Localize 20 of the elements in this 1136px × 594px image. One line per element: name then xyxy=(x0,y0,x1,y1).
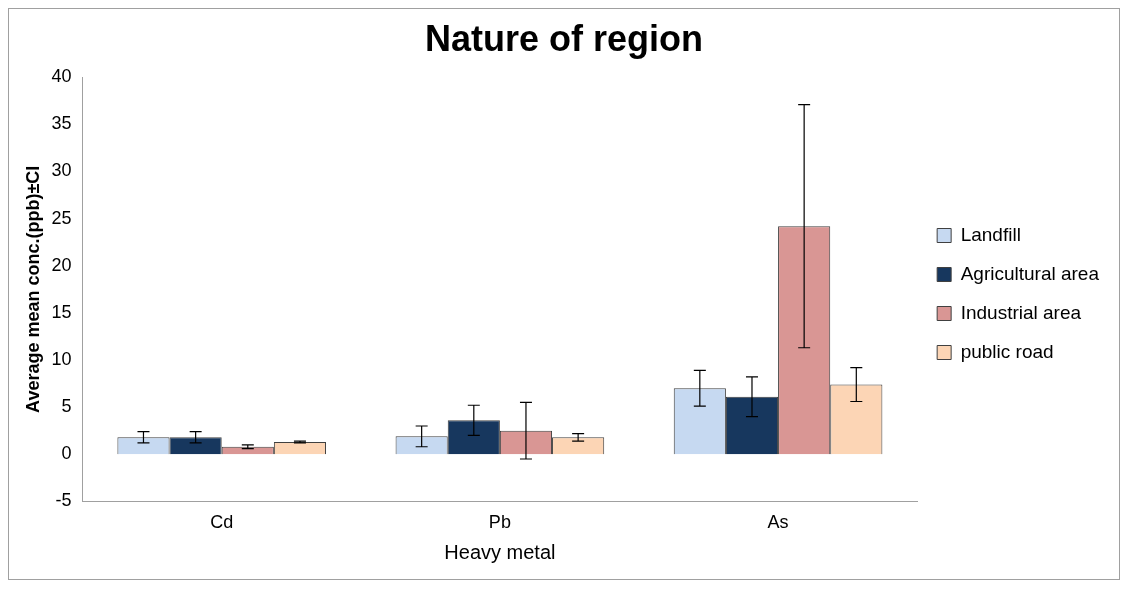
legend-label: Landfill xyxy=(960,223,1021,245)
y-tick-label: 15 xyxy=(51,301,72,322)
legend-label: Agricultural area xyxy=(960,262,1100,284)
x-tick-label: Cd xyxy=(210,512,234,533)
y-tick-label: 5 xyxy=(61,396,72,417)
chart-title: Nature of region xyxy=(424,17,704,59)
y-axis-title: Average mean conc.(ppb)±CI xyxy=(22,165,43,413)
y-tick-label: 10 xyxy=(51,348,72,369)
y-tick-label: 20 xyxy=(51,254,72,275)
y-tick-label: 40 xyxy=(51,66,72,87)
y-tick-label: 0 xyxy=(61,443,72,464)
y-tick-label: 25 xyxy=(51,207,72,228)
y-tick-label: -5 xyxy=(55,490,72,511)
legend-label: Industrial area xyxy=(960,301,1082,323)
y-tick-label: 35 xyxy=(51,113,72,134)
y-tick-label: 30 xyxy=(51,160,72,181)
x-tick-label: Pb xyxy=(488,512,511,533)
x-tick-label: As xyxy=(767,512,789,533)
legend-label: public road xyxy=(960,340,1054,362)
x-axis-title: Heavy metal xyxy=(444,540,556,563)
